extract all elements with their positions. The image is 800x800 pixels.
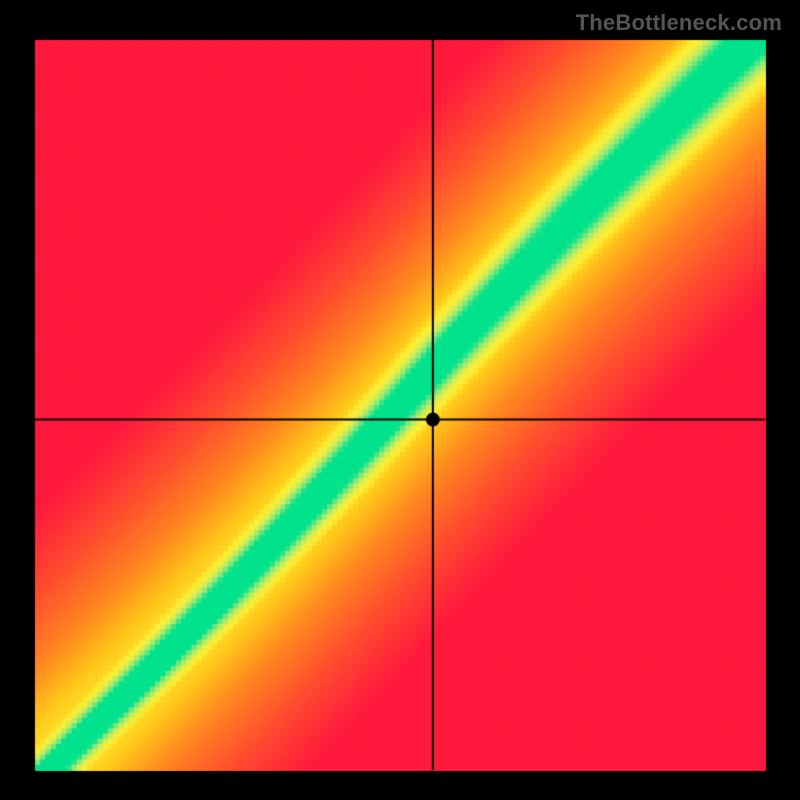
chart-container: TheBottleneck.com <box>0 0 800 800</box>
watermark-text: TheBottleneck.com <box>576 10 782 36</box>
heatmap-canvas <box>0 0 800 800</box>
